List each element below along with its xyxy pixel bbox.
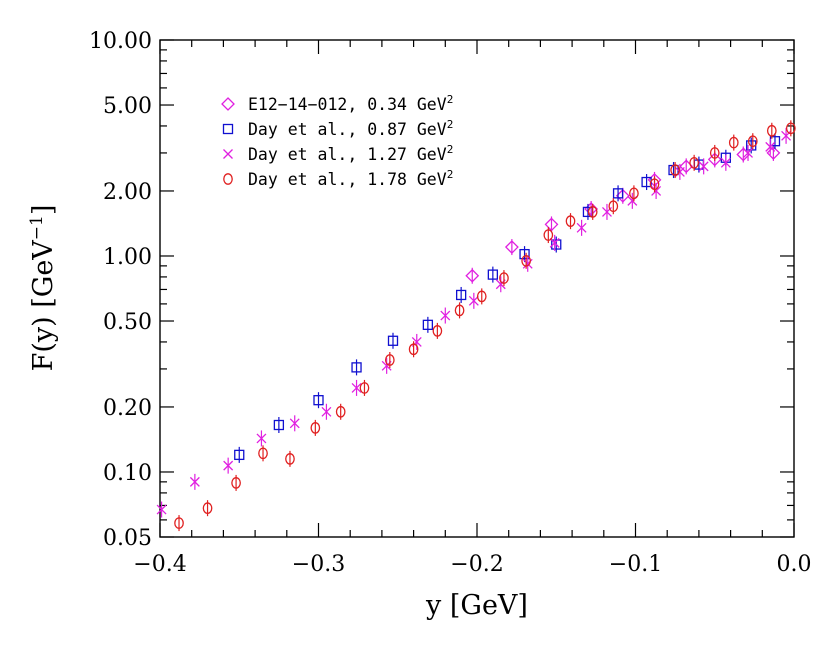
data-point	[351, 362, 362, 373]
data-point	[544, 217, 559, 232]
data-point	[615, 188, 630, 203]
data-point	[422, 319, 434, 330]
y-tick-label: 0.10	[103, 461, 152, 486]
legend-marker	[221, 97, 235, 111]
data-point	[519, 248, 530, 260]
x-axis-title: y [GeV]	[425, 590, 528, 621]
data-point	[709, 147, 720, 159]
data-point	[629, 187, 639, 200]
data-point	[189, 476, 200, 487]
data-point	[231, 477, 241, 489]
data-point	[689, 156, 699, 169]
y-axis-title-superscript: −1	[27, 215, 47, 240]
data-point	[156, 504, 167, 515]
data-point	[747, 135, 758, 148]
data-point	[612, 188, 624, 199]
data-point	[335, 405, 346, 418]
data-point	[174, 517, 184, 529]
data-point	[285, 453, 295, 465]
data-point	[707, 152, 722, 167]
data-point	[543, 229, 554, 241]
y-tick-label: 0.05	[103, 526, 152, 551]
data-point	[223, 460, 234, 471]
data-point	[289, 418, 300, 429]
y-tick-label: 2.00	[103, 180, 152, 205]
axis-ticks	[159, 39, 795, 538]
x-tick-label: −0.2	[450, 552, 503, 577]
legend-label: Day et al., 1.27 GeV2	[248, 143, 453, 164]
y-tick-label: 5.00	[103, 94, 152, 119]
y-tick-label: 0.50	[103, 310, 152, 335]
y-tick-label: 1.00	[103, 245, 152, 270]
y-axis-title: F(y) [GeV−1]	[27, 205, 59, 372]
data-point	[576, 222, 587, 233]
legend-marker	[223, 149, 233, 159]
series-diamond	[465, 144, 781, 284]
legend-label: Day et al., 0.87 GeV2	[248, 118, 453, 139]
legend-marker	[222, 123, 234, 135]
data-point	[551, 239, 562, 250]
data-point	[608, 200, 619, 213]
data-point	[258, 447, 268, 460]
x-tick-label: −0.1	[609, 552, 662, 577]
data-point	[785, 122, 796, 135]
data-point	[670, 164, 680, 176]
x-tick-label: 0.0	[777, 552, 812, 577]
data-point	[234, 449, 245, 461]
series-cross	[156, 127, 792, 518]
legend: E12−14−012, 0.34 GeV2 Day et al., 0.87 Ge…	[221, 93, 453, 189]
data-point	[465, 268, 480, 283]
data-point	[565, 215, 576, 227]
data-point	[587, 206, 598, 218]
data-point	[720, 157, 731, 168]
data-point	[487, 269, 499, 280]
data-point	[651, 186, 662, 196]
data-point	[766, 146, 781, 160]
data-series	[156, 120, 796, 532]
legend-marker	[223, 173, 233, 185]
y-axis-title-close: ]	[28, 205, 59, 216]
legend-label: Day et al., 1.78 GeV2	[248, 168, 453, 189]
data-point	[454, 304, 465, 317]
data-point	[310, 422, 321, 434]
x-tick-label: −0.4	[133, 552, 186, 577]
series-circle	[174, 120, 796, 532]
data-point	[698, 161, 709, 172]
legend-label: E12−14−012, 0.34 GeV2	[248, 93, 453, 114]
data-point	[313, 395, 324, 406]
data-point	[504, 240, 519, 254]
data-point	[351, 382, 362, 393]
data-point	[273, 419, 285, 431]
data-point	[521, 254, 531, 267]
data-point	[468, 295, 479, 306]
data-point	[743, 147, 753, 158]
y-tick-label: 0.20	[103, 396, 152, 421]
data-point	[432, 325, 443, 337]
data-point	[549, 237, 560, 248]
data-point	[387, 335, 399, 346]
data-point	[765, 141, 776, 152]
data-point	[649, 178, 660, 191]
y-tick-label: 10.00	[89, 29, 152, 54]
data-point	[499, 272, 509, 284]
data-point	[202, 502, 213, 515]
plot-frame	[159, 39, 795, 538]
data-point	[728, 136, 739, 149]
y-axis-title-main: F(y) [GeV	[28, 240, 59, 372]
data-point	[440, 310, 451, 321]
data-point	[408, 343, 419, 356]
data-point	[321, 406, 332, 417]
data-point	[766, 124, 777, 137]
x-tick-label: −0.3	[292, 552, 345, 577]
data-point	[256, 433, 267, 444]
data-point	[476, 290, 487, 303]
data-point	[455, 289, 467, 301]
axis-tick-labels: −0.4 −0.3 −0.2 −0.1 0.0 0.05 0.10 0.20 0.50 1.00 2…	[89, 29, 811, 577]
data-point	[384, 354, 395, 366]
data-point	[359, 382, 370, 394]
